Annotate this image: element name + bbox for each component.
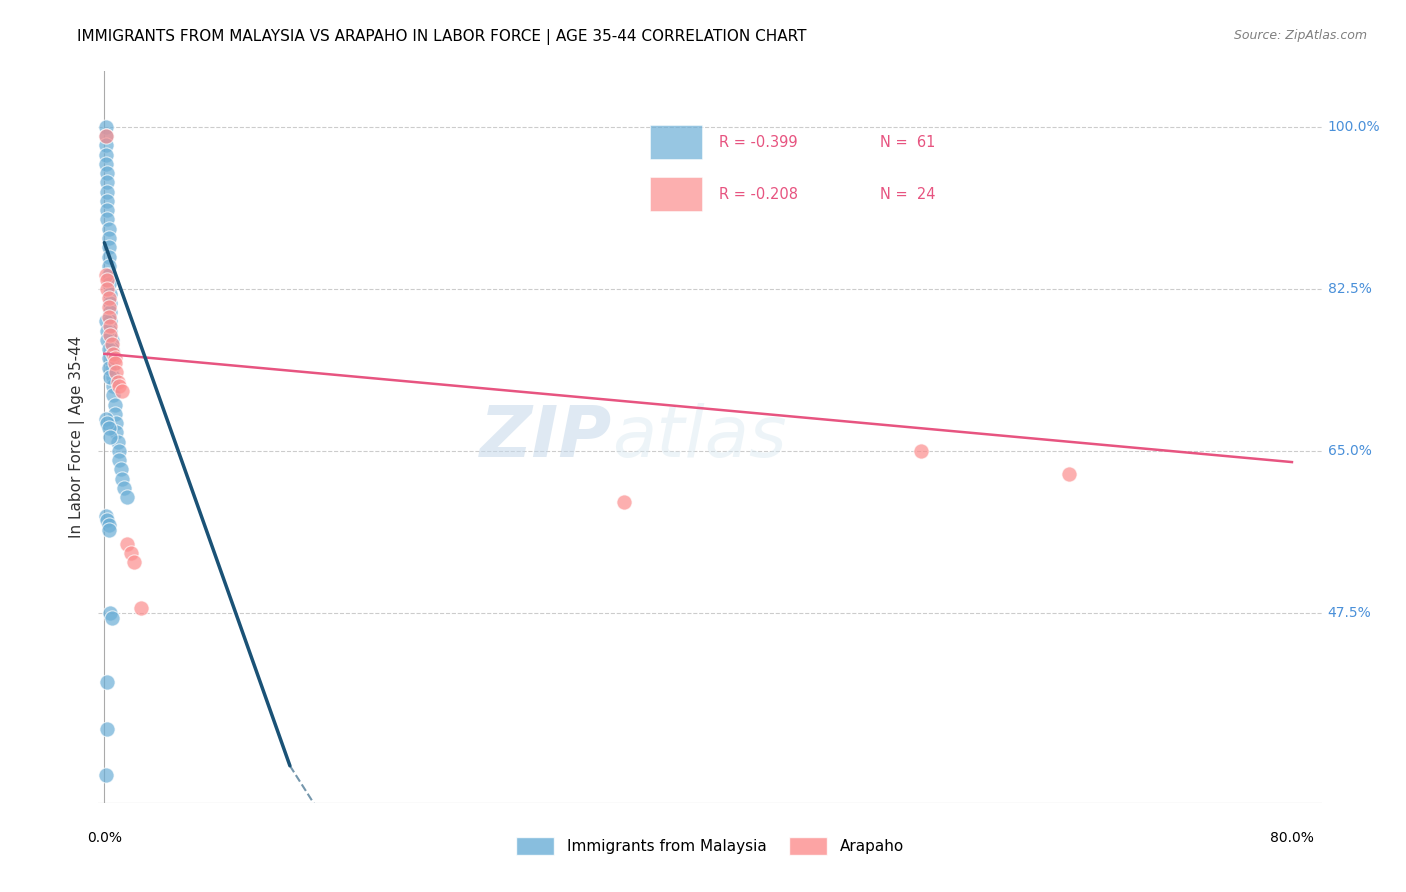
Point [98, 606, 121, 620]
Point [98, 295, 121, 310]
Point [104, 398, 127, 412]
Point [98, 318, 121, 333]
Point [98, 328, 121, 343]
Point [97, 523, 120, 537]
Point [94, 129, 117, 144]
Point [97, 351, 120, 366]
Point [97, 277, 120, 292]
Point [103, 370, 125, 384]
Point [120, 546, 142, 560]
Point [110, 462, 132, 476]
Point [101, 351, 124, 366]
Point [122, 555, 145, 569]
Point [105, 365, 128, 379]
Text: 47.5%: 47.5% [1327, 606, 1371, 620]
Point [1059, 467, 1081, 482]
Point [97, 421, 120, 435]
Point [97, 518, 120, 533]
Text: 100.0%: 100.0% [1327, 120, 1381, 134]
Legend: Immigrants from Malaysia, Arapaho: Immigrants from Malaysia, Arapaho [510, 831, 910, 861]
Point [96, 513, 118, 527]
Point [97, 250, 120, 264]
Point [96, 282, 118, 296]
Point [104, 407, 127, 421]
Point [94, 138, 117, 153]
Point [101, 337, 124, 351]
Point [105, 425, 128, 440]
Point [108, 379, 131, 393]
Point [94, 129, 117, 144]
Point [97, 291, 120, 305]
Point [97, 310, 120, 324]
Text: 80.0%: 80.0% [1270, 830, 1313, 845]
Point [108, 444, 131, 458]
Point [910, 444, 932, 458]
Point [101, 360, 124, 375]
Point [94, 157, 117, 171]
Text: IMMIGRANTS FROM MALAYSIA VS ARAPAHO IN LABOR FORCE | AGE 35-44 CORRELATION CHART: IMMIGRANTS FROM MALAYSIA VS ARAPAHO IN L… [77, 29, 807, 45]
Point [97, 259, 120, 273]
Point [96, 176, 118, 190]
Point [111, 384, 134, 398]
Text: ZIP: ZIP [479, 402, 612, 472]
Point [115, 490, 138, 504]
Point [105, 416, 128, 430]
Point [104, 351, 127, 366]
Point [111, 472, 134, 486]
Point [97, 301, 120, 315]
Point [94, 411, 117, 425]
Point [98, 286, 121, 301]
Point [103, 347, 125, 361]
Point [96, 203, 118, 218]
Point [101, 342, 124, 356]
Point [98, 314, 121, 328]
Point [96, 212, 118, 227]
Point [96, 273, 118, 287]
Text: atlas: atlas [612, 402, 787, 472]
Point [98, 430, 121, 444]
Point [96, 416, 118, 430]
Point [98, 370, 121, 384]
Point [96, 194, 118, 208]
Point [94, 508, 117, 523]
Point [94, 120, 117, 134]
Text: 82.5%: 82.5% [1327, 282, 1372, 296]
Point [98, 305, 121, 319]
Point [96, 324, 118, 338]
Point [96, 675, 118, 690]
Point [104, 356, 127, 370]
Point [96, 333, 118, 347]
Point [94, 268, 117, 282]
Point [97, 360, 120, 375]
Point [98, 324, 121, 338]
Point [613, 495, 636, 509]
Point [107, 434, 129, 449]
Point [131, 601, 153, 615]
Point [94, 314, 117, 328]
Text: Source: ZipAtlas.com: Source: ZipAtlas.com [1233, 29, 1367, 42]
Point [107, 375, 129, 389]
Point [101, 333, 124, 347]
Point [97, 268, 120, 282]
Point [101, 610, 124, 624]
Point [96, 185, 118, 199]
Point [97, 221, 120, 235]
Y-axis label: In Labor Force | Age 35-44: In Labor Force | Age 35-44 [69, 336, 84, 538]
Point [94, 768, 117, 782]
Point [97, 240, 120, 254]
Point [112, 481, 135, 495]
Point [115, 536, 138, 550]
Point [96, 722, 118, 736]
Point [103, 388, 125, 402]
Point [96, 166, 118, 180]
Text: 0.0%: 0.0% [87, 830, 122, 845]
Point [97, 231, 120, 245]
Point [103, 379, 125, 393]
Point [108, 453, 131, 467]
Point [94, 147, 117, 161]
Text: 65.0%: 65.0% [1327, 444, 1372, 458]
Point [97, 342, 120, 356]
